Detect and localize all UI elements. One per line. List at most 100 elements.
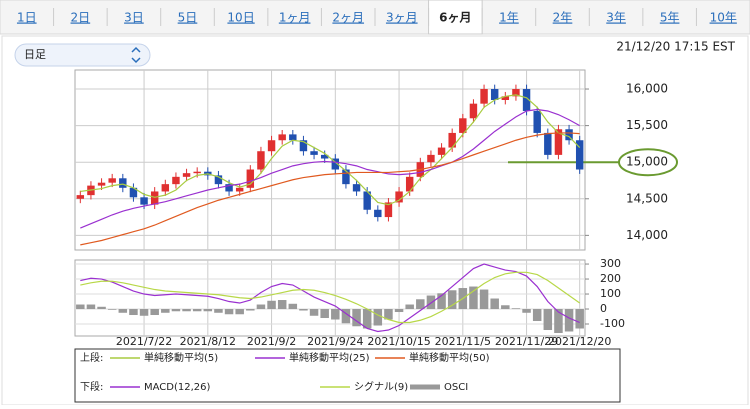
osci-bar [479,289,489,310]
x-tick-label: 2021/7/22 [116,335,172,348]
candle-body [320,154,329,159]
y-tick-label: 100 [600,287,621,300]
candle-body [363,191,371,210]
candle-body [575,140,584,170]
candle-body [161,184,170,192]
candle-body [267,140,276,152]
x-tick-label: 2021/11/5 [435,335,491,348]
legend-group-label: 下段: [80,380,103,393]
osci-bar [107,309,117,310]
candle-body [544,132,552,155]
tab-label[interactable]: 1ヶ月 [279,11,311,25]
osci-bar [384,309,393,320]
osci-bar [341,309,351,324]
tab-label[interactable]: 3年 [606,11,626,25]
y-tick-label: 15,500 [626,118,668,132]
timestamp: 21/12/20 17:15 EST [616,40,735,54]
osci-bar [256,304,266,310]
candle-body [246,169,255,188]
osci-bar [501,305,510,310]
candle-body [480,89,488,104]
tab-label[interactable]: 10日 [227,11,254,25]
candle-body [119,178,127,188]
osci-bar [171,309,181,312]
tab-label[interactable]: 3日 [124,11,144,25]
period-select[interactable] [14,43,151,67]
candle-body [278,134,286,141]
x-tick-label: 2021/11/29 [495,335,558,348]
y-tick-label: 14,000 [626,228,668,242]
candle-body [459,118,467,133]
candle-body [299,140,308,152]
y-tick-label: 300 [600,257,621,270]
osci-bar [426,295,436,310]
tab-label[interactable]: 3ヶ月 [386,11,418,25]
candle-body [331,158,340,170]
osci-bar [373,309,383,326]
osci-bar [522,309,531,313]
period-select-label: 日足 [24,48,46,61]
legend-label: 単純移動平均(5) [144,351,218,364]
tab-label[interactable]: 1年 [499,11,519,25]
candle-body [342,169,350,185]
candle-body [97,182,106,186]
upper-plot [74,69,586,251]
osci-bar [118,309,128,313]
osci-bar [182,309,191,312]
candle-body [374,209,382,218]
candle-body [235,187,244,192]
osci-bar [564,309,574,332]
osci-bar [575,309,584,329]
candle-body [469,103,478,119]
candle-body [427,154,435,163]
tab-label[interactable]: 2日 [71,11,91,25]
legend-group-label: 上段: [80,351,103,364]
osci-bar [469,286,478,310]
x-tick-label: 2021/8/12 [180,335,236,348]
osci-bar [405,304,414,310]
candle-body [182,173,191,177]
candle-body [172,176,180,185]
osci-bar [362,309,372,329]
macd-line [80,263,580,333]
x-tick-label: 2021/9/24 [307,335,363,348]
candle-body [76,195,85,199]
ma-line [80,108,580,229]
tab-label[interactable]: 10年 [710,11,737,25]
osci-bar [331,309,340,320]
y-tick-label: 15,000 [626,155,668,169]
legend-label: シグナル(9) [354,380,408,393]
x-tick-label: 2021/10/15 [367,335,430,348]
lower-plot [74,259,586,337]
candle-body [129,187,138,198]
tab-label[interactable]: 2年 [553,11,573,25]
legend-label: OSCI [444,382,468,393]
osci-bar [511,308,521,310]
candle-body [225,184,233,192]
osci-bar [267,300,276,310]
osci-bar [214,309,223,313]
y-tick-label: 200 [600,272,621,285]
x-tick-label: 2021/12/20 [548,335,611,348]
osci-bar [309,309,319,316]
osci-bar [532,309,542,322]
osci-bar [246,309,255,311]
candle-body [108,178,116,183]
legend [74,348,621,403]
candle-body [565,129,573,141]
osci-bar [129,309,138,316]
legend-label: MACD(12,26) [144,382,211,393]
tab-label[interactable]: 5年 [660,11,680,25]
candle-body [384,202,393,218]
candle-body [193,171,201,174]
osci-bar [76,304,85,310]
y-tick-label: 16,000 [626,82,668,96]
tab-label[interactable]: 1日 [17,11,37,25]
tab-label[interactable]: 2ヶ月 [332,11,364,25]
tab-label[interactable]: 6ヶ月 [439,11,471,25]
candle-body [501,96,510,100]
tab-label[interactable]: 5日 [178,11,198,25]
y-tick-label: 0 [600,302,607,315]
osci-bar [554,309,563,334]
